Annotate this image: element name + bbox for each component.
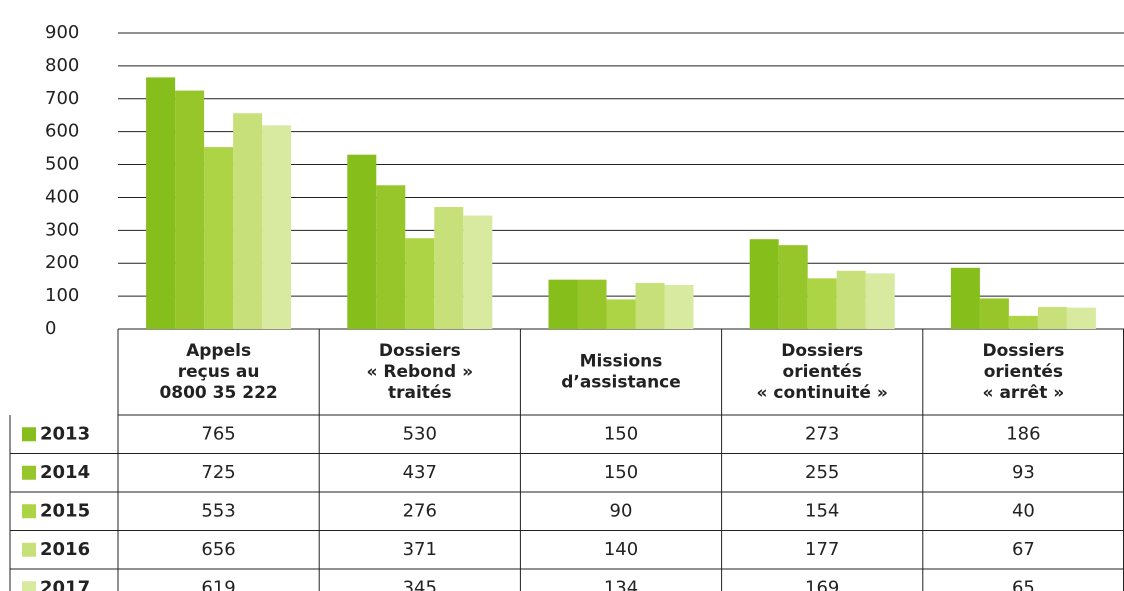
bar <box>577 279 607 329</box>
y-tick-label: 400 <box>45 186 79 207</box>
table-value: 276 <box>403 500 437 521</box>
category-label: Appels reçus au 0800 35 222 <box>159 341 277 403</box>
bar <box>865 273 895 329</box>
bar <box>664 284 694 329</box>
y-tick-label: 100 <box>45 285 79 306</box>
bar <box>807 278 837 329</box>
y-tick-label: 900 <box>45 22 79 43</box>
bar <box>146 77 176 330</box>
legend-swatch <box>22 542 36 557</box>
legend-label: 2016 <box>40 539 90 560</box>
table-value: 90 <box>610 500 633 521</box>
table-value: 345 <box>403 577 437 591</box>
legend-label: 2015 <box>40 500 90 521</box>
table-value: 437 <box>403 462 437 483</box>
bar <box>1008 315 1038 329</box>
table-value: 186 <box>1006 423 1040 444</box>
bar <box>405 238 435 329</box>
y-tick-label: 500 <box>45 154 79 175</box>
bar <box>979 298 1009 329</box>
bar <box>606 299 636 329</box>
y-tick-label: 700 <box>45 88 79 109</box>
legend-label: 2013 <box>40 423 90 444</box>
bar <box>262 125 292 329</box>
table-value: 65 <box>1012 577 1035 591</box>
category-label: Dossiers orientés « arrêt » <box>982 341 1064 403</box>
y-tick-label: 200 <box>45 252 79 273</box>
table-value: 40 <box>1012 500 1035 521</box>
table-value: 93 <box>1012 462 1035 483</box>
table-value: 725 <box>201 462 235 483</box>
bar <box>1066 307 1096 329</box>
bar <box>175 90 205 329</box>
bar <box>233 113 263 329</box>
table-value: 371 <box>403 539 437 560</box>
legend-label: 2017 <box>40 577 90 591</box>
category-label: Dossiers « Rebond » traités <box>367 341 474 403</box>
y-tick-label: 0 <box>45 318 56 339</box>
table-value: 656 <box>201 539 235 560</box>
bar <box>347 154 377 329</box>
table-value: 150 <box>604 423 638 444</box>
table-value: 530 <box>403 423 437 444</box>
table-value: 140 <box>604 539 638 560</box>
bar <box>376 185 406 329</box>
bar <box>950 267 980 329</box>
bar <box>1037 306 1067 329</box>
legend-swatch <box>22 504 36 519</box>
table-value: 134 <box>604 577 638 591</box>
bar <box>778 245 808 329</box>
table-value: 177 <box>805 539 839 560</box>
bar <box>749 239 779 329</box>
table-value: 154 <box>805 500 839 521</box>
bar <box>836 270 866 329</box>
table-value: 150 <box>604 462 638 483</box>
legend-label: 2014 <box>40 462 90 483</box>
category-label: Dossiers orientés « continuité » <box>757 341 888 403</box>
y-tick-label: 600 <box>45 121 79 142</box>
y-tick-label: 300 <box>45 219 79 240</box>
table-value: 169 <box>805 577 839 591</box>
category-label: Missions d’assistance <box>561 352 681 393</box>
y-tick-label: 800 <box>45 55 79 76</box>
bar <box>463 215 493 329</box>
table-value: 67 <box>1012 539 1035 560</box>
table-value: 273 <box>805 423 839 444</box>
table-value: 619 <box>201 577 235 591</box>
legend-swatch <box>22 581 36 591</box>
table-value: 765 <box>201 423 235 444</box>
bar <box>635 282 665 329</box>
bar <box>548 279 578 329</box>
bar <box>434 206 464 329</box>
legend-swatch <box>22 427 36 442</box>
table-value: 255 <box>805 462 839 483</box>
legend-swatch <box>22 465 36 480</box>
table-value: 553 <box>201 500 235 521</box>
bar <box>204 147 234 329</box>
